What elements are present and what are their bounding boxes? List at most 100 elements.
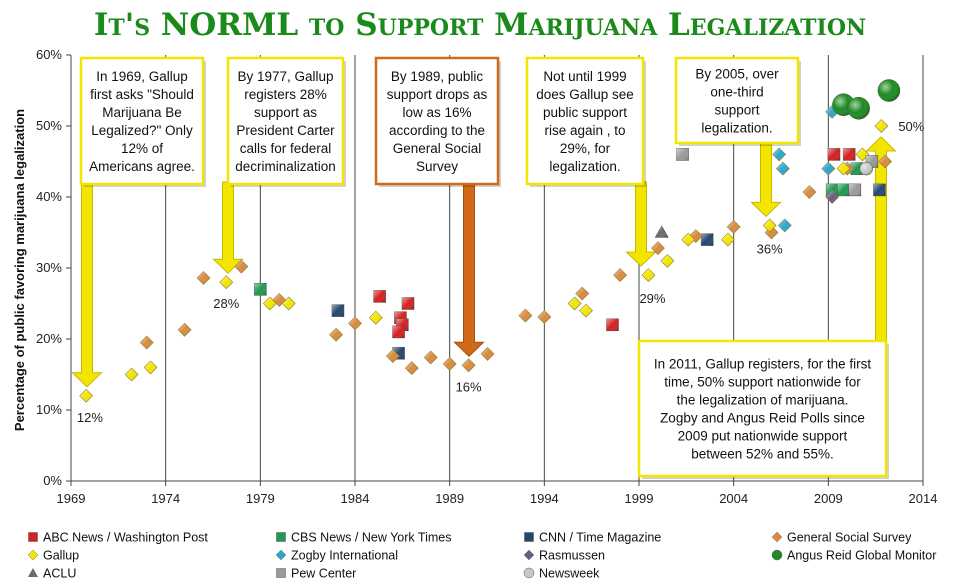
data-point: [177, 322, 192, 337]
annotation-line: 2009 put nationwide support: [678, 429, 848, 444]
annotation-box: By 2005, over one-third support legalizatio…: [674, 56, 801, 146]
legend-swatch: [275, 549, 287, 561]
x-tick-label: 1994: [530, 491, 559, 506]
x-tick-label: 1979: [246, 491, 275, 506]
data-point: [688, 229, 703, 243]
data-point: [234, 259, 249, 274]
legend-swatch: [276, 532, 286, 542]
legend-item: ACLU: [28, 567, 76, 581]
data-point: [681, 232, 696, 247]
annotation-line: Americans agree.: [89, 159, 195, 174]
annotation-line: In 2011, Gallup registers, for the first: [654, 357, 872, 372]
annotation-line: legalization.: [549, 159, 620, 174]
legend-label: Rasmussen: [539, 549, 605, 563]
x-tick-label: 1969: [57, 491, 86, 506]
data-point: [567, 296, 582, 311]
annotation-line: time, 50% support nationwide for: [664, 375, 861, 390]
legend-item: CBS News / New York Times: [276, 531, 451, 545]
annotation-line: By 1989, public: [391, 69, 484, 84]
data-point: [480, 346, 495, 361]
legend-item: ABC News / Washington Post: [28, 531, 208, 545]
legend-label: Angus Reid Global Monitor: [787, 549, 936, 563]
annotation-arrow: [625, 181, 657, 267]
data-point: [613, 268, 627, 283]
annotation-line: Legalized?" Only: [91, 123, 193, 138]
legend-label: General Social Survey: [787, 531, 912, 545]
data-point: [461, 358, 476, 373]
legend-item: CNN / Time Magazine: [524, 531, 661, 545]
annotation-line: Not until 1999: [543, 69, 626, 84]
data-point: [404, 361, 419, 376]
annotation-line: In 1969, Gallup: [96, 69, 188, 84]
data-point: [281, 296, 296, 311]
data-point: [772, 147, 787, 162]
data-point: [847, 97, 870, 120]
annotation-line: 29%, for: [560, 141, 611, 156]
legend-swatch: [771, 549, 783, 561]
annotation-arrow: [453, 181, 485, 357]
legend-swatch: [523, 549, 535, 561]
y-tick-label: 20%: [36, 331, 62, 346]
annotation-line: between 52% and 55%.: [691, 447, 834, 462]
annotation-line: Survey: [416, 159, 458, 174]
annotation-line: By 2005, over: [695, 67, 779, 82]
y-tick-label: 0%: [43, 473, 62, 488]
data-point: [392, 325, 405, 339]
data-point: [775, 161, 790, 176]
data-point: [423, 350, 438, 365]
annotation-line: low as 16%: [402, 105, 471, 120]
y-tick-label: 10%: [36, 402, 62, 417]
data-point: [329, 327, 343, 342]
data-point: [348, 316, 362, 331]
y-tick-label: 60%: [36, 47, 62, 62]
data-label: 16%: [456, 379, 482, 394]
legend-swatch: [28, 532, 38, 542]
data-point: [700, 233, 714, 246]
x-tick-label: 1984: [341, 491, 370, 506]
annotation-line: decriminalization: [235, 159, 336, 174]
legend-item: Zogby International: [275, 549, 398, 563]
annotation-box: By 1989, public support drops as low as 16…: [374, 56, 501, 187]
data-point: [442, 356, 457, 371]
data-point: [79, 388, 94, 403]
data-point: [139, 335, 154, 350]
data-point: [802, 185, 817, 199]
data-point: [873, 183, 886, 197]
x-tick-label: 2009: [814, 491, 843, 506]
data-point: [124, 367, 139, 382]
legend-swatch: [276, 568, 286, 578]
annotation-line: President Carter: [236, 123, 335, 138]
data-point: [654, 225, 669, 238]
data-label: 12%: [77, 410, 103, 425]
legend-item: Rasmussen: [523, 549, 605, 563]
legend-swatch: [771, 531, 783, 543]
legend-label: Gallup: [43, 549, 79, 563]
annotation-box: In 2011, Gallup registers, for the first…: [637, 339, 889, 479]
data-label: 29%: [639, 291, 665, 306]
data-point: [836, 161, 851, 176]
annotation-box: Not until 1999 does Gallup see public supp…: [525, 56, 646, 187]
annotation-line: Zogby and Angus Reid Polls since: [660, 411, 865, 426]
chart-title: It's NORML to Support Marijuana Legaliza…: [94, 7, 866, 43]
legend-item: General Social Survey: [771, 531, 912, 545]
annotation-line: one-third: [710, 85, 763, 100]
data-point: [385, 349, 400, 363]
annotation-line: 12% of: [121, 141, 163, 156]
data-point: [850, 162, 863, 175]
x-tick-label: 2004: [719, 491, 748, 506]
data-point: [518, 308, 533, 323]
data-point: [537, 310, 552, 324]
annotation-line: legalization.: [701, 121, 772, 136]
legend-swatch: [523, 567, 535, 579]
annotation-line: support as: [254, 105, 317, 120]
data-point: [859, 161, 873, 176]
data-point: [143, 360, 158, 375]
data-point: [660, 253, 675, 268]
annotation-line: support: [714, 103, 759, 118]
legend-item: Angus Reid Global Monitor: [771, 549, 936, 563]
legend-item: Pew Center: [276, 567, 356, 581]
data-point: [877, 79, 901, 102]
legend-swatch: [524, 532, 534, 542]
data-point: [676, 148, 689, 161]
data-point: [874, 119, 889, 133]
